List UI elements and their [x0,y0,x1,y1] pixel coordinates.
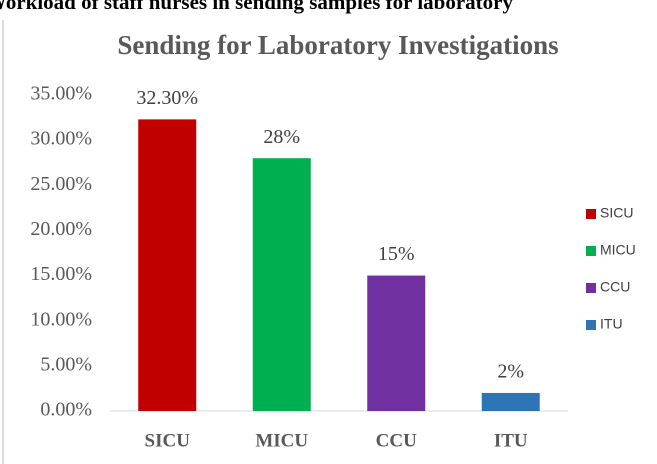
legend-label: MICU [600,242,636,258]
y-tick-label: 10.00% [30,308,92,330]
y-tick-label: 20.00% [30,218,92,240]
bar [481,392,540,411]
heading: Workload of staff nurses in sending samp… [0,0,513,14]
legend-label: ITU [600,316,623,332]
bar [138,119,197,412]
legend-swatch [586,246,596,256]
bar [367,275,426,411]
legend-label: SICU [600,205,633,221]
y-tick-label: 15.00% [30,263,92,285]
y-tick-label: 0.00% [40,399,92,421]
legend-swatch [586,320,596,330]
legend-label: CCU [600,279,630,295]
x-tick-label: SICU [145,430,191,451]
x-tick-label: MICU [255,430,308,451]
data-label: 28% [263,126,300,148]
data-label: 2% [497,361,524,383]
y-tick-label: 30.00% [30,128,92,150]
data-label: 32.30% [136,87,198,109]
legend-swatch [586,283,596,293]
y-tick-label: 5.00% [40,353,92,375]
x-tick-label: ITU [494,430,528,451]
bar [252,158,311,411]
legend-swatch [586,209,596,219]
y-tick-label: 25.00% [30,173,92,195]
x-tick-label: CCU [376,430,417,451]
chart-title: Sending for Laboratory Investigations [117,30,558,60]
y-tick-label: 35.00% [30,83,92,105]
data-label: 15% [378,243,415,265]
